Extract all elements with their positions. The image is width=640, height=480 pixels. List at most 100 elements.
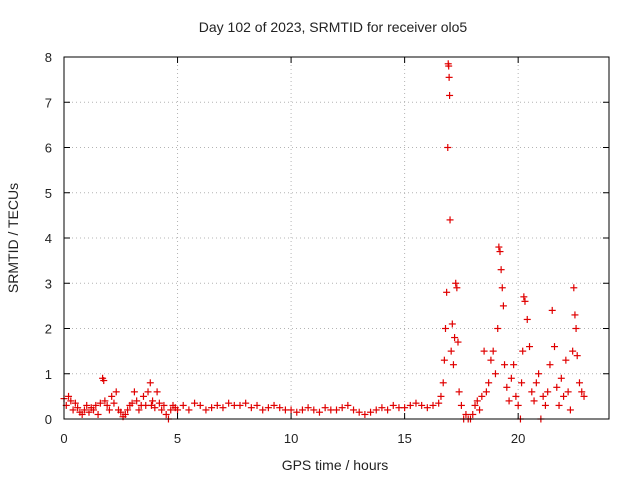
data-point bbox=[560, 392, 568, 400]
data-point bbox=[482, 388, 490, 396]
data-point bbox=[80, 406, 88, 414]
data-point bbox=[548, 306, 556, 314]
data-point bbox=[355, 408, 363, 416]
data-point bbox=[541, 401, 549, 409]
data-point bbox=[569, 347, 577, 355]
data-point bbox=[496, 248, 504, 256]
y-axis-label: SRMTID / TECUs bbox=[5, 183, 21, 293]
data-point bbox=[185, 406, 193, 414]
x-tick-label: 0 bbox=[60, 431, 67, 446]
data-point bbox=[71, 399, 79, 407]
data-point bbox=[191, 399, 199, 407]
data-point bbox=[121, 410, 129, 418]
data-point bbox=[174, 406, 182, 414]
data-point bbox=[179, 401, 187, 409]
data-point bbox=[512, 392, 520, 400]
data-point bbox=[153, 388, 161, 396]
data-point bbox=[321, 404, 329, 412]
y-tick-label: 5 bbox=[45, 186, 52, 201]
data-point bbox=[544, 388, 552, 396]
data-point bbox=[451, 334, 459, 342]
data-point bbox=[530, 397, 538, 405]
data-point bbox=[361, 410, 369, 418]
data-point bbox=[562, 356, 570, 364]
data-point bbox=[437, 392, 445, 400]
data-point bbox=[551, 343, 558, 351]
x-tick-label: 15 bbox=[397, 431, 411, 446]
data-point bbox=[350, 406, 358, 414]
data-point bbox=[103, 401, 111, 409]
data-point bbox=[514, 401, 522, 409]
data-point bbox=[498, 284, 506, 292]
data-point bbox=[452, 279, 460, 287]
data-point bbox=[501, 361, 509, 369]
x-axis-label: GPS time / hours bbox=[282, 457, 389, 473]
data-point bbox=[510, 361, 518, 369]
y-tick-label: 7 bbox=[45, 95, 52, 110]
data-point bbox=[213, 401, 221, 409]
data-point bbox=[557, 374, 565, 382]
data-point bbox=[67, 397, 75, 405]
data-point bbox=[124, 406, 132, 414]
data-point bbox=[74, 404, 82, 412]
data-point bbox=[469, 410, 477, 418]
data-point bbox=[520, 293, 528, 301]
data-point bbox=[478, 392, 486, 400]
data-point bbox=[139, 392, 147, 400]
data-point bbox=[573, 352, 581, 360]
data-point bbox=[151, 404, 159, 412]
data-point bbox=[442, 325, 449, 332]
data-point bbox=[491, 370, 499, 378]
y-tick-label: 8 bbox=[45, 50, 52, 65]
data-point bbox=[208, 404, 216, 412]
data-point bbox=[338, 404, 346, 412]
data-point bbox=[96, 399, 104, 407]
data-point bbox=[144, 388, 152, 396]
data-point bbox=[90, 406, 98, 414]
data-point bbox=[553, 383, 561, 391]
data-point bbox=[83, 401, 91, 409]
data-point bbox=[160, 401, 168, 409]
data-point bbox=[155, 399, 163, 407]
data-point bbox=[489, 347, 497, 355]
data-point bbox=[219, 404, 227, 412]
data-point bbox=[494, 325, 502, 332]
y-tick-label: 1 bbox=[45, 367, 52, 382]
data-point bbox=[146, 379, 154, 387]
data-point bbox=[526, 343, 534, 351]
data-point bbox=[503, 383, 511, 391]
data-point bbox=[130, 388, 138, 396]
data-point bbox=[454, 338, 462, 346]
data-point bbox=[78, 410, 86, 418]
data-point bbox=[149, 397, 157, 405]
data-point bbox=[264, 404, 272, 412]
data-point bbox=[293, 408, 301, 416]
data-point bbox=[378, 404, 386, 412]
data-point bbox=[523, 315, 531, 323]
data-point bbox=[247, 404, 255, 412]
data-point bbox=[135, 406, 143, 414]
data-point bbox=[555, 401, 563, 409]
data-point bbox=[448, 320, 456, 328]
data-point bbox=[110, 399, 118, 407]
y-axis-ticks: 0 1 2 3 4 5 6 7 8 bbox=[45, 50, 609, 427]
grid bbox=[64, 57, 609, 419]
data-point bbox=[401, 404, 409, 412]
data-point bbox=[495, 243, 503, 251]
data-point bbox=[225, 399, 233, 407]
data-point bbox=[444, 144, 452, 151]
data-point bbox=[578, 388, 586, 396]
x-tick-label: 5 bbox=[174, 431, 181, 446]
data-point bbox=[242, 399, 250, 407]
data-point bbox=[570, 284, 578, 292]
y-tick-label: 4 bbox=[45, 231, 52, 246]
data-point bbox=[406, 401, 414, 409]
data-point bbox=[412, 399, 420, 407]
data-point bbox=[455, 388, 463, 396]
data-point bbox=[304, 404, 312, 412]
data-point bbox=[535, 370, 543, 378]
data-point bbox=[473, 397, 481, 405]
data-point bbox=[270, 401, 278, 409]
data-point bbox=[69, 406, 77, 414]
